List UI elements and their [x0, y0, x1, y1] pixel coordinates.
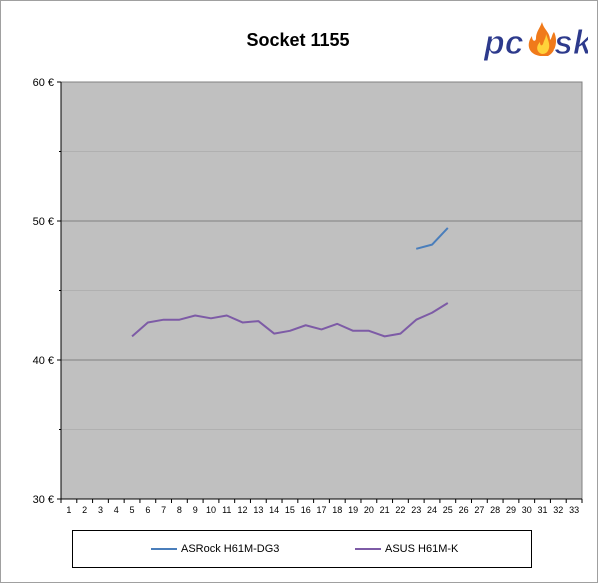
plot-area: 30 €40 €50 €60 €1 2 3 4 5 6 7 8 9 10 11 12 13 14 15 16 1…	[33, 77, 583, 515]
x-tick-label: 8	[177, 505, 182, 515]
x-tick-label: 7	[161, 505, 166, 515]
x-tick-label: 18	[332, 505, 342, 515]
x-tick-label: 26	[459, 505, 469, 515]
y-tick-label: 40 €	[33, 355, 54, 367]
legend-label-asus: ASUS H61M-K	[385, 543, 459, 555]
x-tick-label: 1	[66, 505, 71, 515]
x-tick-label: 31	[538, 505, 548, 515]
x-tick-label: 10	[206, 505, 216, 515]
legend: ASRock H61M-DG3 ASUS H61M-K	[72, 530, 532, 568]
legend-item-asrock: ASRock H61M-DG3	[151, 531, 279, 567]
x-tick-label: 25	[443, 505, 453, 515]
x-tick-label: 21	[380, 505, 390, 515]
x-tick-label: 11	[222, 505, 231, 515]
x-tick-label: 28	[490, 505, 500, 515]
legend-swatch-asrock	[151, 548, 177, 550]
x-tick-label: 29	[506, 505, 516, 515]
legend-label-asrock: ASRock H61M-DG3	[181, 543, 280, 555]
flame-icon	[528, 22, 556, 56]
y-tick-label: 60 €	[33, 77, 54, 89]
x-tick-label: 14	[269, 505, 279, 515]
x-tick-label: 12	[238, 505, 248, 515]
x-tick-label: 24	[427, 505, 437, 515]
x-tick-label: 13	[253, 505, 263, 515]
x-tick-label: 22	[395, 505, 405, 515]
x-tick-label: 4	[114, 505, 119, 515]
x-tick-label: 6	[145, 505, 150, 515]
x-tick-label: 33	[569, 505, 579, 515]
legend-swatch-asus	[355, 548, 381, 550]
chart-title: Socket 1155	[246, 30, 350, 50]
x-tick-label: 2	[82, 505, 87, 515]
x-tick-label: 20	[364, 505, 374, 515]
x-tick-label: 3	[98, 505, 103, 515]
x-tick-label: 15	[285, 505, 295, 515]
y-tick-label: 50 €	[33, 216, 54, 228]
logo-text-right: sk	[554, 24, 588, 62]
x-tick-label: 17	[316, 505, 326, 515]
x-tick-label: 5	[130, 505, 135, 515]
logo-text-left: pc	[484, 24, 524, 62]
x-tick-label: 19	[348, 505, 358, 515]
logo-graphic: pc sk	[483, 22, 594, 63]
legend-item-asus: ASUS H61M-K	[355, 531, 458, 567]
x-tick-label: 9	[193, 505, 198, 515]
x-tick-label: 16	[301, 505, 311, 515]
pcfsk-logo: pc sk	[483, 20, 594, 64]
x-tick-label: 30	[522, 505, 532, 515]
y-tick-label: 30 €	[33, 494, 54, 506]
x-tick-label: 32	[553, 505, 563, 515]
x-tick-label: 27	[474, 505, 484, 515]
x-tick-label: 23	[411, 505, 421, 515]
